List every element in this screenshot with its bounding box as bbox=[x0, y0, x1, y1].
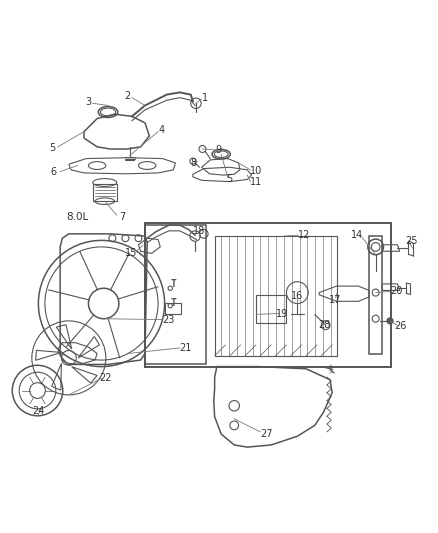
Text: 19: 19 bbox=[276, 309, 288, 319]
Text: 24: 24 bbox=[32, 406, 45, 416]
Text: 10: 10 bbox=[250, 166, 262, 176]
Text: 12: 12 bbox=[298, 230, 310, 240]
Text: 1: 1 bbox=[201, 93, 208, 103]
Text: 17: 17 bbox=[329, 295, 342, 305]
Bar bbox=[369, 236, 382, 353]
Text: 21: 21 bbox=[179, 343, 191, 353]
Text: 11: 11 bbox=[250, 177, 262, 187]
Text: 5: 5 bbox=[49, 143, 56, 153]
Bar bbox=[145, 223, 391, 367]
Text: 7: 7 bbox=[119, 212, 126, 222]
Text: T: T bbox=[170, 298, 176, 309]
Text: 28: 28 bbox=[318, 320, 331, 330]
Bar bbox=[256, 295, 286, 323]
Bar bbox=[93, 184, 117, 201]
Text: 2: 2 bbox=[124, 91, 131, 101]
Circle shape bbox=[387, 318, 393, 324]
Text: 8.0L: 8.0L bbox=[67, 212, 88, 222]
Text: 20: 20 bbox=[390, 286, 403, 296]
Text: 18: 18 bbox=[193, 226, 205, 236]
Text: 4: 4 bbox=[159, 125, 165, 135]
Text: 26: 26 bbox=[395, 321, 407, 331]
Text: T: T bbox=[170, 279, 176, 289]
Text: 8: 8 bbox=[191, 158, 197, 168]
Text: 5: 5 bbox=[226, 174, 232, 184]
Bar bbox=[215, 236, 336, 356]
Text: 16: 16 bbox=[291, 291, 304, 301]
Text: 23: 23 bbox=[162, 314, 174, 325]
Text: 22: 22 bbox=[99, 373, 112, 383]
Text: 9: 9 bbox=[215, 145, 221, 155]
Text: 27: 27 bbox=[260, 429, 272, 439]
Text: 15: 15 bbox=[125, 248, 137, 259]
Text: 14: 14 bbox=[351, 230, 364, 240]
Text: 25: 25 bbox=[405, 236, 417, 246]
Text: 3: 3 bbox=[85, 97, 92, 107]
Bar bbox=[165, 303, 181, 314]
Text: 6: 6 bbox=[50, 167, 57, 176]
Bar bbox=[145, 225, 206, 365]
